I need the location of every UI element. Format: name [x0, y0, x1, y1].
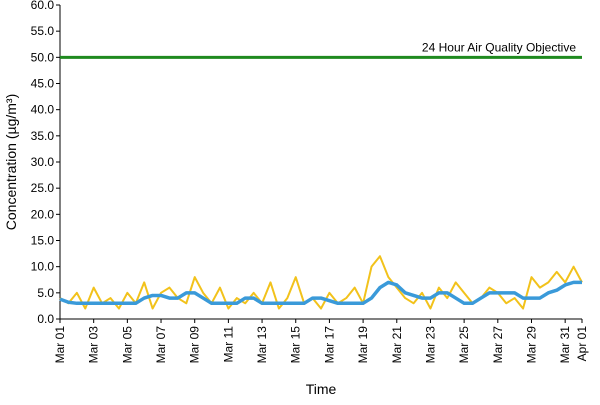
y-tick-label: 10.0 [31, 260, 55, 274]
x-tick-label: Mar 01 [53, 326, 67, 364]
x-tick-label: Apr 01 [575, 326, 589, 362]
y-axis-title: Concentration (µg/m³) [3, 94, 19, 230]
x-tick-label: Mar 11 [221, 326, 235, 363]
y-tick-label: 0.0 [37, 312, 54, 326]
x-tick-label: Mar 29 [524, 326, 538, 364]
series-line [59, 280, 582, 306]
x-tick-label: Mar 15 [289, 326, 303, 364]
y-tick-label: 50.0 [31, 50, 55, 64]
y-tick-label: 45.0 [31, 77, 55, 91]
y-tick-label: 55.0 [31, 24, 55, 38]
objective-label: 24 Hour Air Quality Objective [422, 40, 576, 54]
x-tick-label: Mar 27 [491, 326, 505, 364]
y-tick-label: 5.0 [37, 286, 54, 300]
x-tick-label: Mar 03 [87, 326, 101, 364]
y-tick-label: 15.0 [31, 234, 55, 248]
x-tick-label: Mar 09 [188, 326, 202, 364]
x-tick-label: Mar 05 [120, 326, 134, 364]
y-tick-label: 30.0 [31, 155, 55, 169]
x-tick-label: Mar 17 [322, 326, 336, 364]
x-tick-label: Mar 13 [255, 326, 269, 364]
y-tick-label: 35.0 [31, 129, 55, 143]
x-tick-label: Mar 25 [457, 326, 471, 364]
x-tick-label: Mar 21 [390, 326, 404, 364]
x-tick-label: Mar 23 [423, 326, 437, 364]
x-tick-label: Mar 31 [558, 326, 572, 364]
y-tick-label: 25.0 [31, 181, 55, 195]
x-tick-label: Mar 07 [154, 326, 168, 364]
y-tick-label: 40.0 [31, 103, 55, 117]
x-tick-label: Mar 19 [356, 326, 370, 364]
y-tick-label: 60.0 [31, 0, 55, 12]
y-tick-label: 20.0 [31, 207, 55, 221]
x-axis-title: Time [306, 381, 337, 397]
